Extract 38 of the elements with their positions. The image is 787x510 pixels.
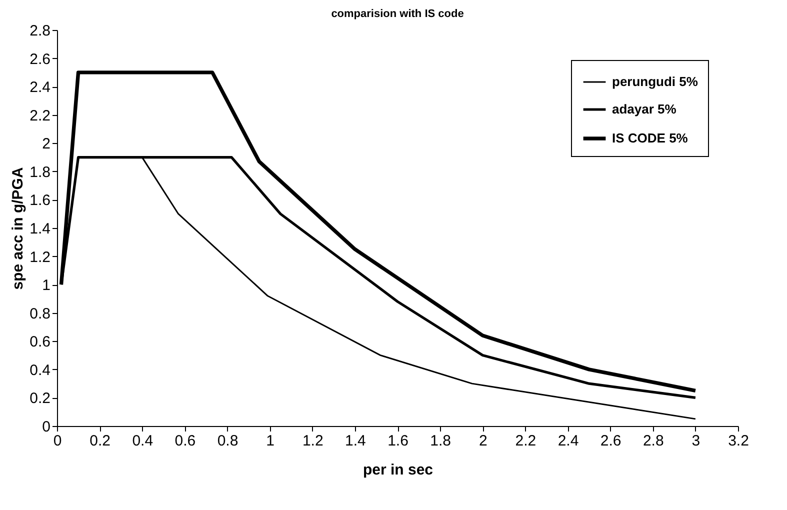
y-tick-label: 2.6 bbox=[30, 50, 50, 68]
y-tick-label: 2.8 bbox=[30, 22, 50, 40]
x-tick-label: 2.6 bbox=[600, 432, 622, 450]
legend-label: perungudi 5% bbox=[612, 74, 698, 89]
x-tick-label: 0.6 bbox=[174, 432, 196, 450]
x-tick-label: 0 bbox=[53, 432, 62, 450]
legend-label: adayar 5% bbox=[612, 102, 677, 116]
chart-title: comparision with IS code bbox=[331, 8, 464, 20]
y-tick-label: 1.4 bbox=[30, 220, 50, 238]
x-tick-label: 0.8 bbox=[217, 432, 238, 450]
y-tick-label: 1.8 bbox=[30, 164, 50, 181]
x-tick-label: 2.2 bbox=[515, 432, 536, 450]
x-tick-label: 2.4 bbox=[558, 432, 579, 450]
y-tick-label: 1.6 bbox=[30, 192, 50, 210]
y-tick-label: 0.6 bbox=[30, 334, 50, 351]
x-tick-label: 0.4 bbox=[132, 432, 154, 450]
x-tick-label: 1.4 bbox=[345, 432, 366, 450]
y-tick-label: 1 bbox=[42, 277, 50, 294]
x-axis-title: per in sec bbox=[362, 462, 434, 478]
x-tick-label: 1.2 bbox=[302, 432, 324, 450]
y-tick-label: 2.4 bbox=[30, 79, 50, 96]
y-tick-label: 0.8 bbox=[30, 305, 50, 322]
y-tick-label: 0.2 bbox=[30, 390, 50, 408]
y-tick-label: 2 bbox=[42, 136, 50, 153]
y-tick-label: 0 bbox=[42, 418, 50, 436]
x-tick-label: 0.2 bbox=[90, 432, 110, 450]
y-axis-title: spe acc in g/PGA bbox=[10, 167, 27, 290]
y-tick-label: 1.2 bbox=[30, 248, 50, 266]
x-tick-label: 3.2 bbox=[728, 432, 749, 450]
x-tick-label: 2 bbox=[478, 432, 488, 450]
x-tick-label: 1.6 bbox=[388, 432, 408, 450]
y-tick-label: 0.4 bbox=[30, 362, 50, 379]
legend-label: IS CODE 5% bbox=[612, 130, 688, 146]
y-tick-label: 2.2 bbox=[30, 107, 50, 124]
x-tick-label: 1 bbox=[266, 432, 274, 450]
x-tick-label: 1.8 bbox=[430, 432, 451, 450]
x-tick-label: 3 bbox=[692, 432, 700, 450]
x-tick-label: 2.8 bbox=[642, 432, 664, 450]
